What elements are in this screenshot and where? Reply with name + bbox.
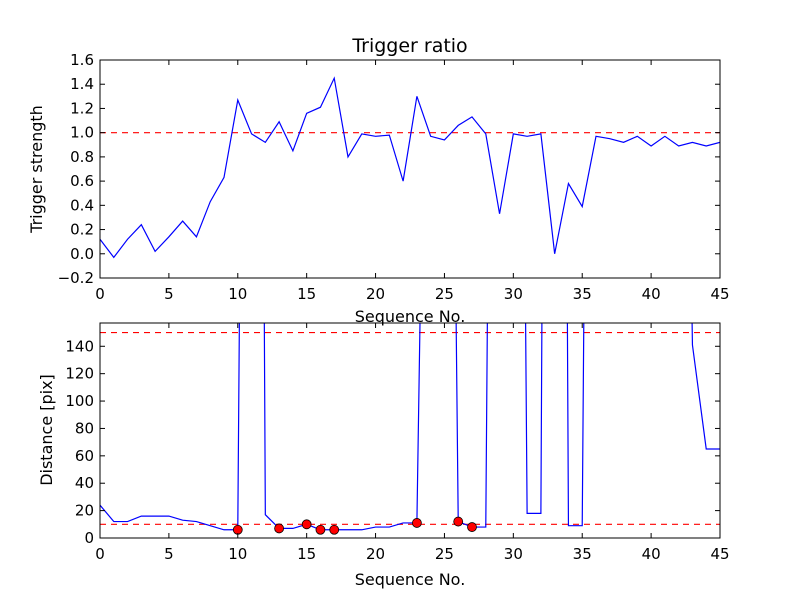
y-tick-label: 0.4 <box>70 196 94 214</box>
x-axis-label: Sequence No. <box>355 307 466 326</box>
data-point <box>232 524 243 535</box>
y-tick-label: 100 <box>65 392 94 410</box>
y-tick-label: 40 <box>75 474 94 492</box>
x-tick-label: 0 <box>95 545 105 563</box>
x-tick-label: 35 <box>573 545 592 563</box>
y-tick-label: 20 <box>75 502 94 520</box>
y-tick-label: 1.6 <box>70 51 94 69</box>
series-line <box>100 76 720 259</box>
y-axis-label: Trigger strength <box>27 105 46 234</box>
y-tick-label: 140 <box>65 337 94 355</box>
x-tick-label: 25 <box>435 545 454 563</box>
y-tick-label: 60 <box>75 447 94 465</box>
y-tick-label: 0.0 <box>70 245 94 263</box>
data-point <box>467 522 477 532</box>
distance-chart: Distance [pix] Sequence No. 0 5 10 15 20 25 30… <box>37 322 730 589</box>
y-tick-label: 1.2 <box>70 99 94 117</box>
chart-title: Trigger ratio <box>351 35 467 57</box>
x-tick-label: 15 <box>297 285 316 303</box>
x-tick-label: 45 <box>710 545 729 563</box>
x-tick-label: 20 <box>366 545 385 563</box>
x-tick-label: 5 <box>164 545 174 563</box>
x-tick-label: 20 <box>366 285 385 303</box>
y-tick-label: 80 <box>75 419 94 437</box>
data-point <box>411 518 422 528</box>
plot-area: 0 5 10 15 20 25 30 35 40 45 0 20 40 60 80 100 120 140 <box>65 322 730 563</box>
y-tick-label: 0.6 <box>70 172 94 190</box>
axes-frame <box>99 322 721 539</box>
y-tick-label: 0.8 <box>70 148 94 166</box>
x-tick-label: 40 <box>642 285 661 303</box>
x-axis-label: Sequence No. <box>355 570 466 589</box>
x-tick-label: 30 <box>504 545 523 563</box>
x-tick-label: 10 <box>228 545 247 563</box>
x-tick-label: 35 <box>573 285 592 303</box>
x-tick-label: 15 <box>297 545 316 563</box>
data-point <box>453 516 464 527</box>
y-tick-label: 1.0 <box>70 124 94 142</box>
series-line <box>100 323 720 531</box>
data-point <box>274 523 285 534</box>
data-point <box>315 524 326 535</box>
x-tick-label: 45 <box>710 285 729 303</box>
data-point <box>329 524 340 535</box>
x-tick-label: 30 <box>504 285 523 303</box>
x-tick-label: 10 <box>228 285 247 303</box>
axes-frame <box>99 59 721 279</box>
data-point <box>301 519 312 530</box>
y-tick-label: 120 <box>65 365 94 383</box>
y-axis-label: Distance [pix] <box>37 374 56 486</box>
y-tick-label: 0 <box>84 529 94 547</box>
plot-area: 0 5 10 15 20 25 30 35 40 45 −0.2 0.0 0.2 0.4 0.6 0.8 1.0… <box>58 51 730 303</box>
x-tick-label: 25 <box>435 285 454 303</box>
trigger-ratio-chart: Trigger ratio Trigger strength Sequence … <box>27 35 730 326</box>
y-tick-label: −0.2 <box>58 269 94 287</box>
y-tick-label: 1.4 <box>70 75 94 93</box>
x-tick-label: 0 <box>95 285 105 303</box>
x-tick-label: 40 <box>642 545 661 563</box>
y-tick-label: 0.2 <box>70 221 94 239</box>
x-tick-label: 5 <box>164 285 174 303</box>
